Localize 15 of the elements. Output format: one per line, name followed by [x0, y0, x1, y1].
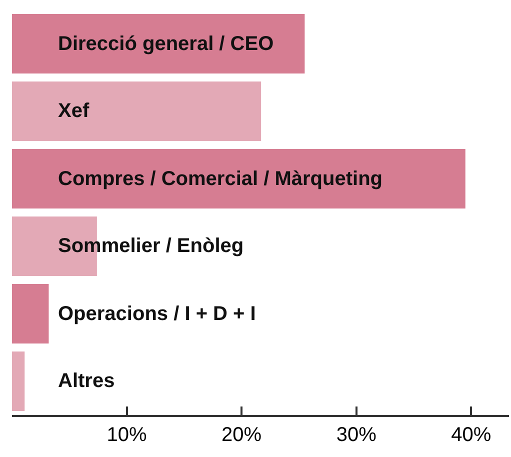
bar — [12, 352, 25, 411]
x-tick-label: 10% — [106, 424, 148, 446]
y-tick-label: Sommelier / Enòleg — [58, 235, 244, 257]
bar — [12, 82, 262, 141]
y-tick-label: Operacions / I + D + I — [58, 303, 256, 325]
bar — [12, 14, 305, 74]
x-tick-label: 40% — [451, 424, 492, 446]
bar — [12, 149, 466, 208]
y-tick-label: Compres / Comercial / Màrqueting — [58, 168, 383, 190]
y-tick-label: Altres — [58, 370, 115, 392]
y-tick-label: Direcció general / CEO — [58, 33, 274, 55]
x-tick-label: 20% — [222, 424, 262, 446]
bar — [12, 284, 49, 344]
y-tick-label: Xef — [58, 100, 90, 122]
x-tick-label: 30% — [336, 424, 377, 446]
